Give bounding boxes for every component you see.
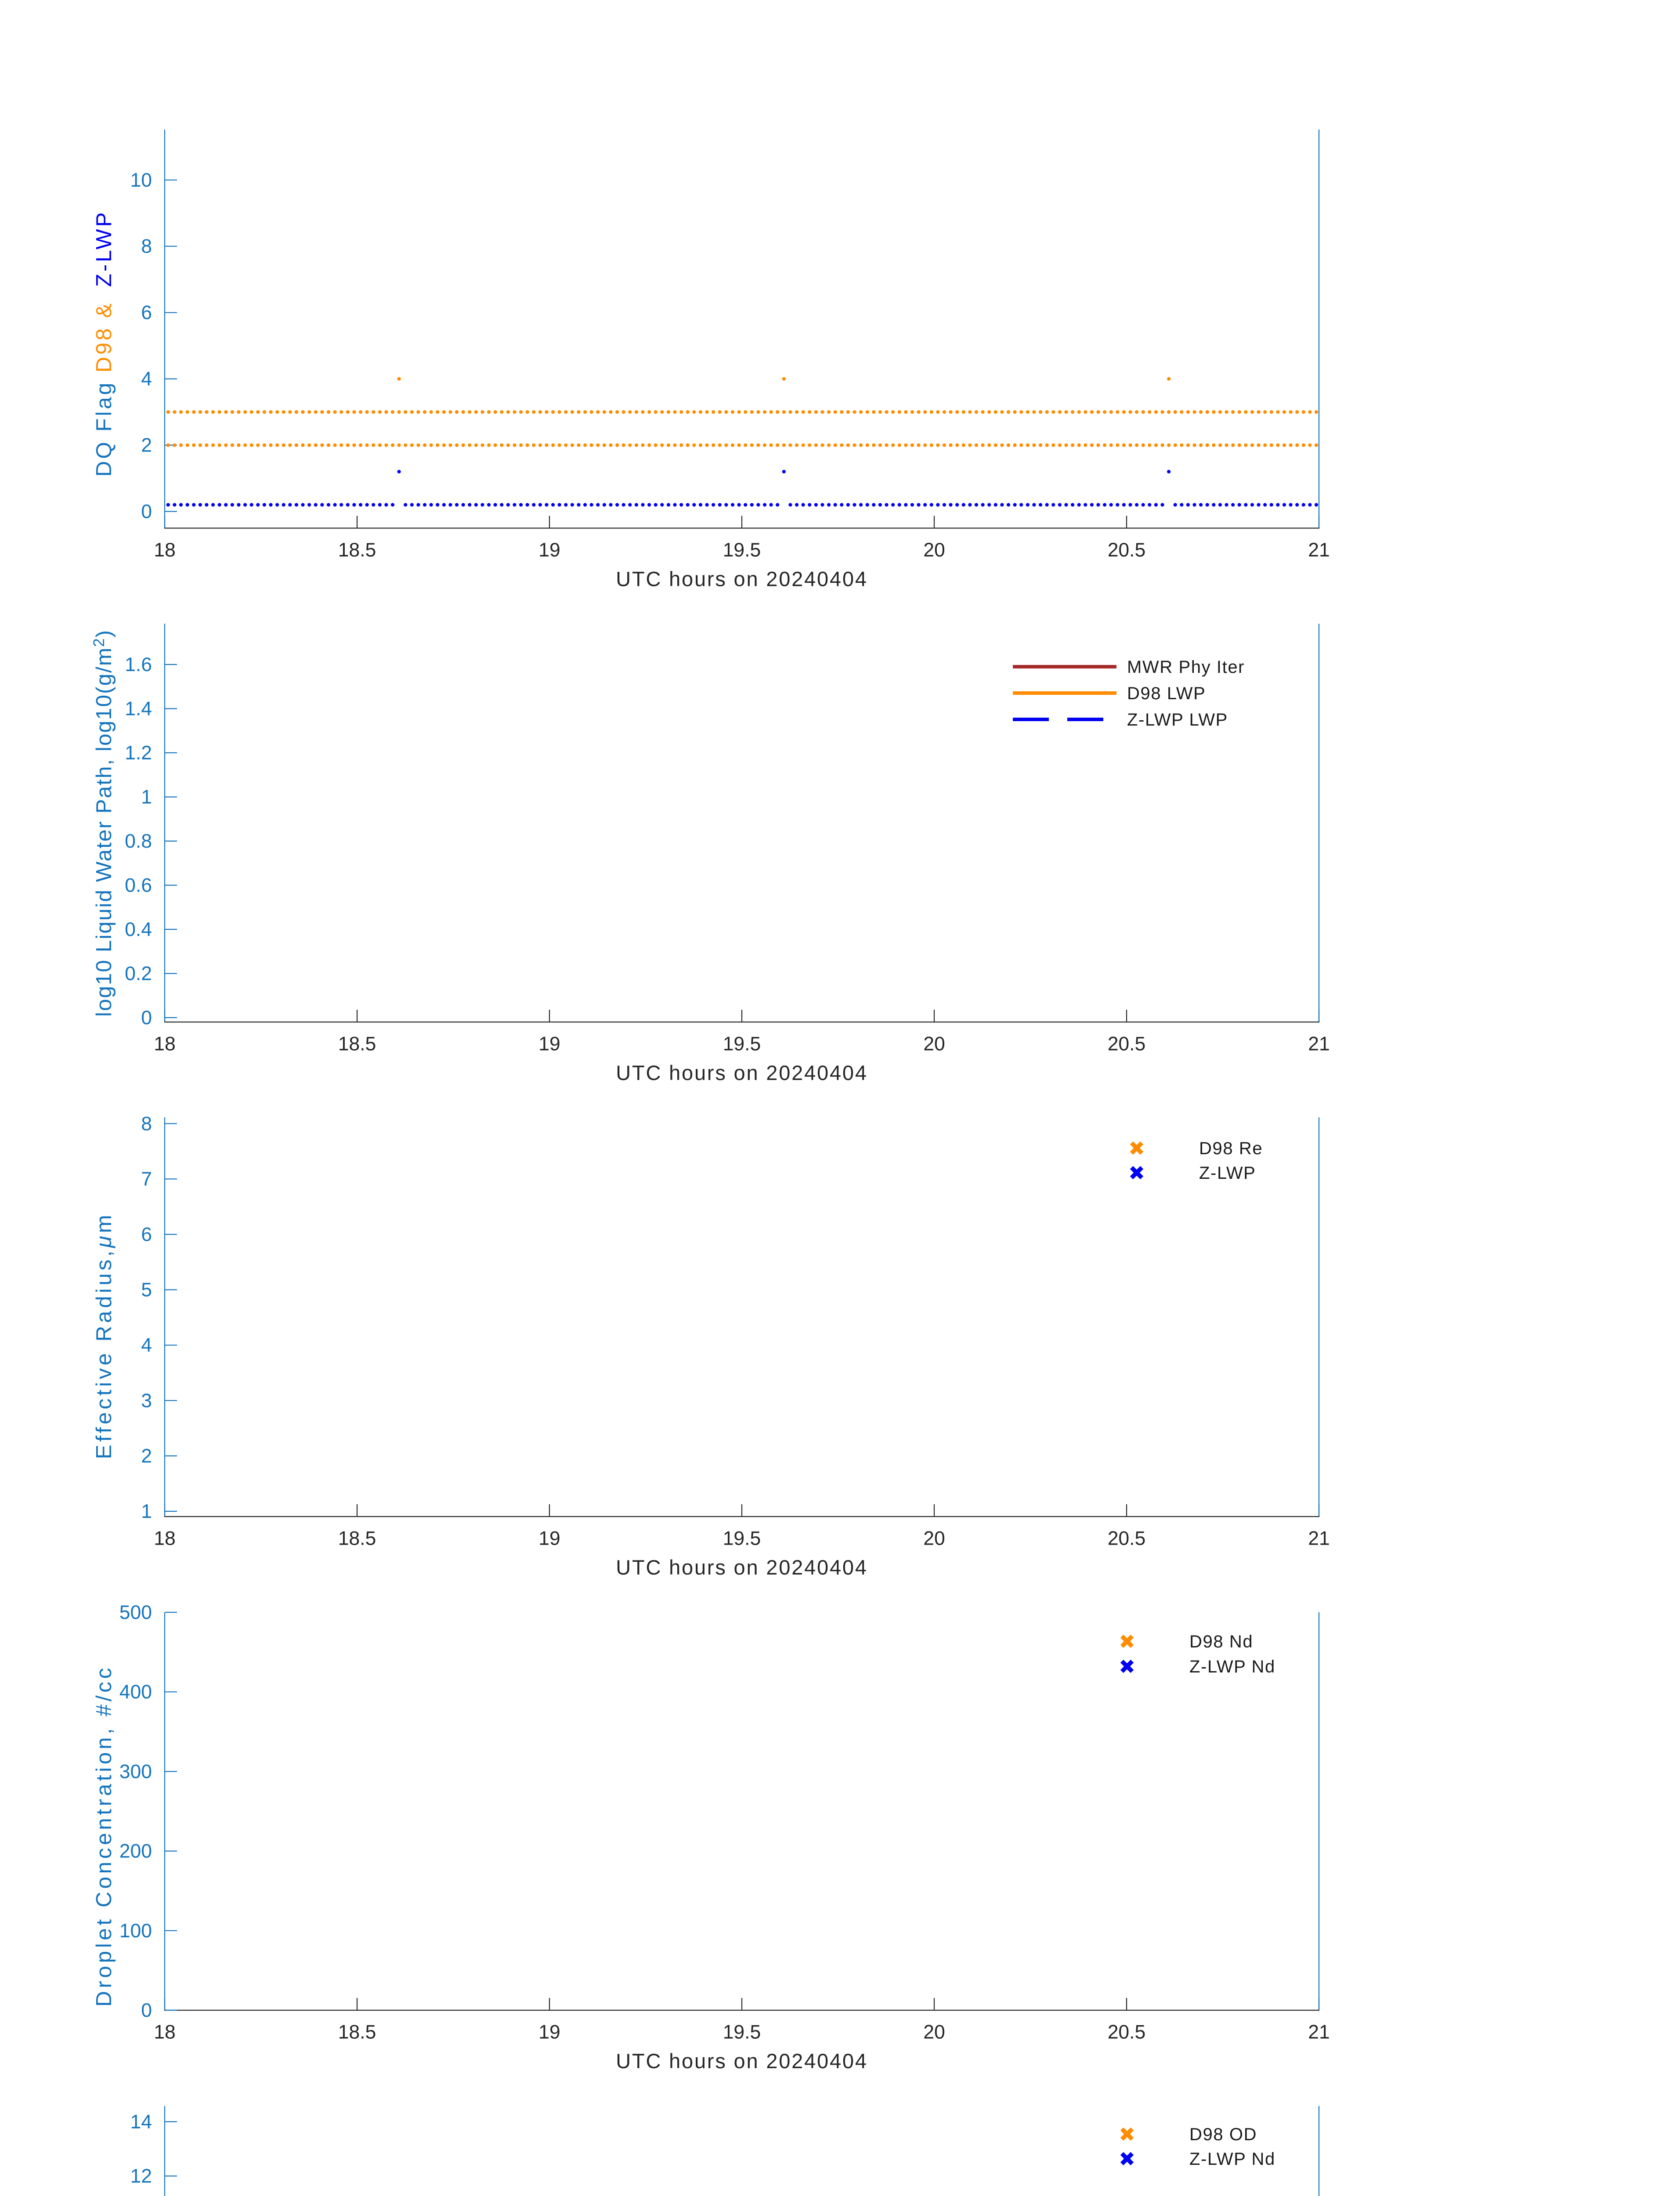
svg-text:20.5: 20.5 <box>1108 539 1146 561</box>
svg-text:20.5: 20.5 <box>1108 2022 1146 2043</box>
svg-text:20.5: 20.5 <box>1108 1033 1146 1055</box>
svg-text:2: 2 <box>141 1445 152 1467</box>
svg-text:20: 20 <box>923 1033 945 1055</box>
svg-text:20: 20 <box>923 1528 945 1549</box>
svg-text:UTC hours on 20240404: UTC hours on 20240404 <box>616 1061 868 1084</box>
svg-text:0: 0 <box>141 2000 152 2021</box>
svg-text:18: 18 <box>154 2022 176 2043</box>
svg-text:Z-LWP: Z-LWP <box>1199 1163 1256 1183</box>
svg-text:1.2: 1.2 <box>125 742 152 764</box>
svg-text:14: 14 <box>130 2111 152 2133</box>
svg-text:7: 7 <box>141 1168 152 1190</box>
svg-text:1.6: 1.6 <box>125 654 152 675</box>
svg-text:18.5: 18.5 <box>338 1033 376 1055</box>
svg-text:8: 8 <box>141 1113 152 1134</box>
svg-text:6: 6 <box>141 302 152 324</box>
svg-text:500: 500 <box>119 1602 152 1623</box>
svg-text:18: 18 <box>154 539 176 561</box>
svg-text:4: 4 <box>141 1335 152 1356</box>
svg-text:200: 200 <box>119 1841 152 1862</box>
svg-text:19: 19 <box>538 539 560 561</box>
svg-text:400: 400 <box>119 1681 152 1703</box>
svg-text:UTC hours on 20240404: UTC hours on 20240404 <box>616 2049 868 2073</box>
svg-text:18.5: 18.5 <box>338 2022 376 2043</box>
svg-text:1: 1 <box>141 787 152 808</box>
svg-text:20: 20 <box>923 539 945 561</box>
svg-text:21: 21 <box>1308 2022 1330 2043</box>
svg-text:D98 Re: D98 Re <box>1199 1139 1263 1158</box>
svg-text:18: 18 <box>154 1528 176 1549</box>
svg-text:2: 2 <box>141 435 152 456</box>
svg-text:8: 8 <box>141 236 152 257</box>
svg-text:0: 0 <box>141 1007 152 1029</box>
svg-text:Droplet Concentration, #/cc: Droplet Concentration, #/cc <box>92 1665 116 2007</box>
svg-text:21: 21 <box>1308 1033 1330 1055</box>
svg-text:Z-LWP Nd: Z-LWP Nd <box>1189 2149 1275 2169</box>
svg-text:20.5: 20.5 <box>1108 1528 1146 1549</box>
svg-text:0.6: 0.6 <box>125 875 152 896</box>
svg-text:18.5: 18.5 <box>338 539 376 561</box>
svg-text:19.5: 19.5 <box>723 1033 761 1055</box>
svg-text:Z-LWP Nd: Z-LWP Nd <box>1189 1657 1275 1676</box>
svg-text:4: 4 <box>141 368 152 390</box>
svg-text:Z-LWP LWP: Z-LWP LWP <box>1127 710 1228 730</box>
svg-text:0.4: 0.4 <box>125 919 152 940</box>
svg-text:D98 Nd: D98 Nd <box>1189 1632 1253 1651</box>
svg-text:12: 12 <box>130 2166 152 2187</box>
svg-text:1: 1 <box>141 1501 152 1522</box>
svg-text:0.8: 0.8 <box>125 831 152 852</box>
svg-text:18.5: 18.5 <box>338 1528 376 1549</box>
svg-text:19: 19 <box>538 1033 560 1055</box>
svg-text:D98 LWP: D98 LWP <box>1127 684 1206 703</box>
svg-text:6: 6 <box>141 1224 152 1246</box>
svg-text:21: 21 <box>1308 539 1330 561</box>
svg-text:UTC hours on 20240404: UTC hours on 20240404 <box>616 567 868 591</box>
svg-text:19.5: 19.5 <box>723 2022 761 2043</box>
svg-text:DQ Flag D98 & Z-LWP: DQ Flag D98 & Z-LWP <box>92 210 116 477</box>
svg-text:19.5: 19.5 <box>723 539 761 561</box>
svg-text:D98 OD: D98 OD <box>1189 2125 1257 2144</box>
svg-text:log10 Liquid Water Path, log10: log10 Liquid Water Path, log10(g/m2) <box>90 629 116 1017</box>
svg-text:0: 0 <box>141 501 152 523</box>
svg-text:19: 19 <box>538 2022 560 2043</box>
svg-text:Effective Radius,μm: Effective Radius,μm <box>92 1212 116 1459</box>
svg-text:19: 19 <box>538 1528 560 1549</box>
svg-text:300: 300 <box>119 1761 152 1782</box>
svg-text:1.4: 1.4 <box>125 698 152 720</box>
svg-text:3: 3 <box>141 1390 152 1412</box>
svg-text:21: 21 <box>1308 1528 1330 1549</box>
svg-text:UTC hours on 20240404: UTC hours on 20240404 <box>616 1556 868 1579</box>
svg-text:5: 5 <box>141 1279 152 1301</box>
svg-text:100: 100 <box>119 1920 152 1942</box>
svg-text:0.2: 0.2 <box>125 963 152 985</box>
svg-text:20: 20 <box>923 2022 945 2043</box>
svg-text:10: 10 <box>130 170 152 191</box>
svg-text:MWR Phy Iter: MWR Phy Iter <box>1127 657 1245 677</box>
svg-text:19.5: 19.5 <box>723 1528 761 1549</box>
svg-text:18: 18 <box>154 1033 176 1055</box>
